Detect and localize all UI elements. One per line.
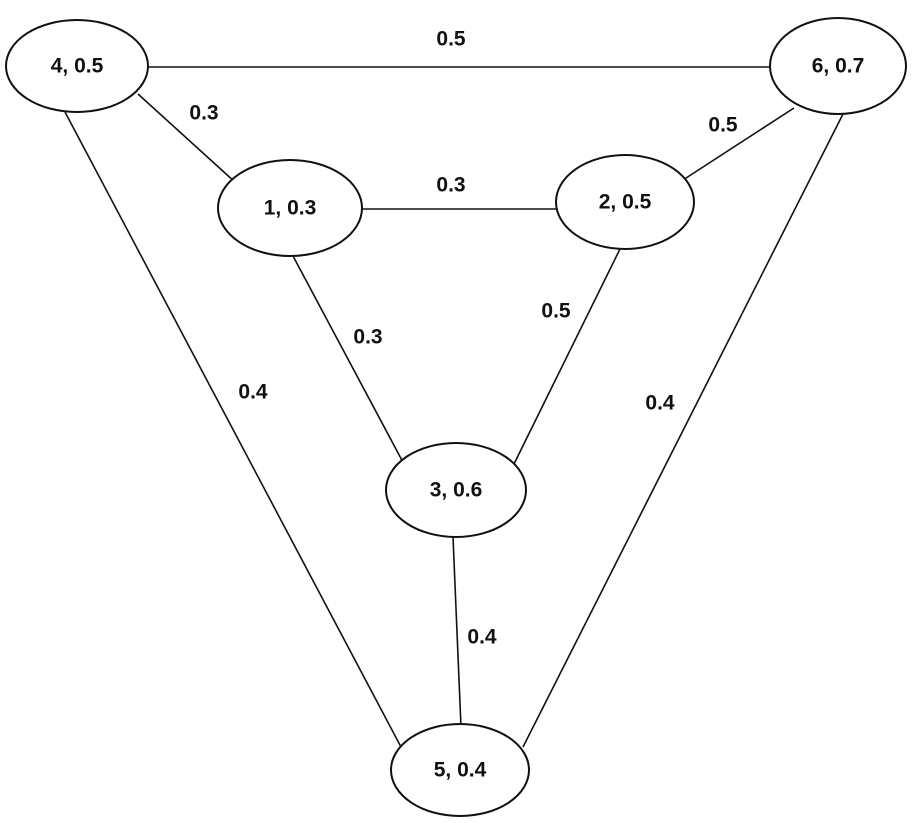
node-5-shape (390, 723, 530, 817)
node-3: 3, 0.6 (385, 442, 527, 538)
edge-label-1-3: 0.3 (353, 326, 382, 349)
edge-4-5 (64, 111, 402, 748)
edge-label-1-2: 0.3 (436, 174, 465, 197)
node-2-shape (555, 154, 695, 250)
node-6-label: 6, 0.7 (812, 55, 865, 78)
node-6-shape (769, 17, 907, 115)
node-5-label: 5, 0.4 (434, 759, 487, 782)
edge-label-2-3: 0.5 (541, 300, 571, 323)
node-1-label: 1, 0.3 (264, 197, 317, 220)
edge-label-4-6: 0.5 (436, 28, 466, 51)
edge-6-5 (522, 111, 845, 748)
node-4-label: 4, 0.5 (51, 55, 104, 78)
node-1: 1, 0.3 (217, 159, 363, 257)
node-3-label: 3, 0.6 (430, 479, 483, 502)
nodes-layer: 4, 0.5 6, 0.7 1, 0.3 2, 0.5 3, 0.6 5, 0.… (5, 17, 907, 817)
node-1-shape (217, 159, 363, 257)
node-4-shape (5, 19, 149, 113)
edge-label-6-5: 0.4 (645, 392, 675, 415)
node-2-label: 2, 0.5 (599, 191, 652, 214)
node-6: 6, 0.7 (769, 17, 907, 115)
edge-4-1 (137, 93, 237, 184)
edge-label-3-5: 0.4 (467, 626, 497, 649)
node-3-shape (385, 442, 527, 538)
node-2: 2, 0.5 (555, 154, 695, 250)
edge-2-3 (512, 248, 621, 467)
edge-6-2 (682, 107, 795, 181)
edge-1-3 (292, 255, 406, 467)
edge-3-5 (452, 536, 462, 728)
edge-label-6-2: 0.5 (708, 114, 738, 137)
node-4: 4, 0.5 (5, 19, 149, 113)
edge-label-4-1: 0.3 (189, 102, 218, 125)
node-5: 5, 0.4 (390, 723, 530, 817)
edge-labels-layer: 0.5 0.3 0.5 0.3 0.3 0.5 0.4 0.4 0.4 (189, 28, 738, 649)
edges-layer (64, 66, 845, 748)
edge-label-4-5: 0.4 (238, 381, 268, 404)
